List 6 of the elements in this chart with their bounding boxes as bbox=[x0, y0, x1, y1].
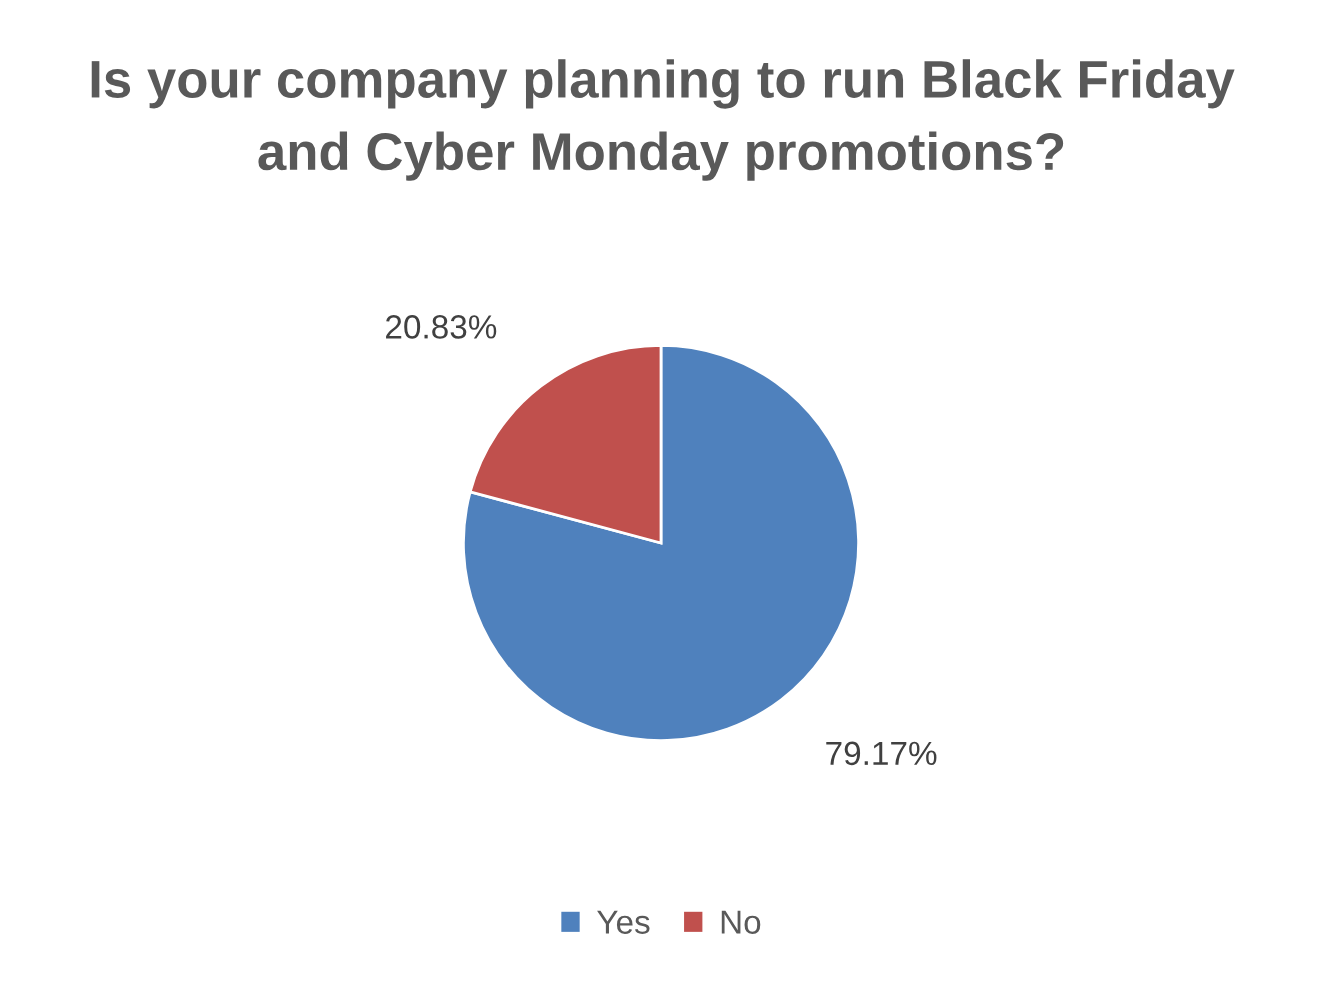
data-label: 20.83% bbox=[386, 315, 497, 339]
legend-label: No bbox=[721, 910, 761, 934]
data-label: 79.17% bbox=[826, 741, 937, 766]
legend-label: Yes bbox=[597, 910, 650, 934]
pie-slice bbox=[462, 344, 860, 742]
chart-title: Is your company planning to run Black Friday and Cyber Monday promotions? bbox=[91, 59, 1235, 181]
